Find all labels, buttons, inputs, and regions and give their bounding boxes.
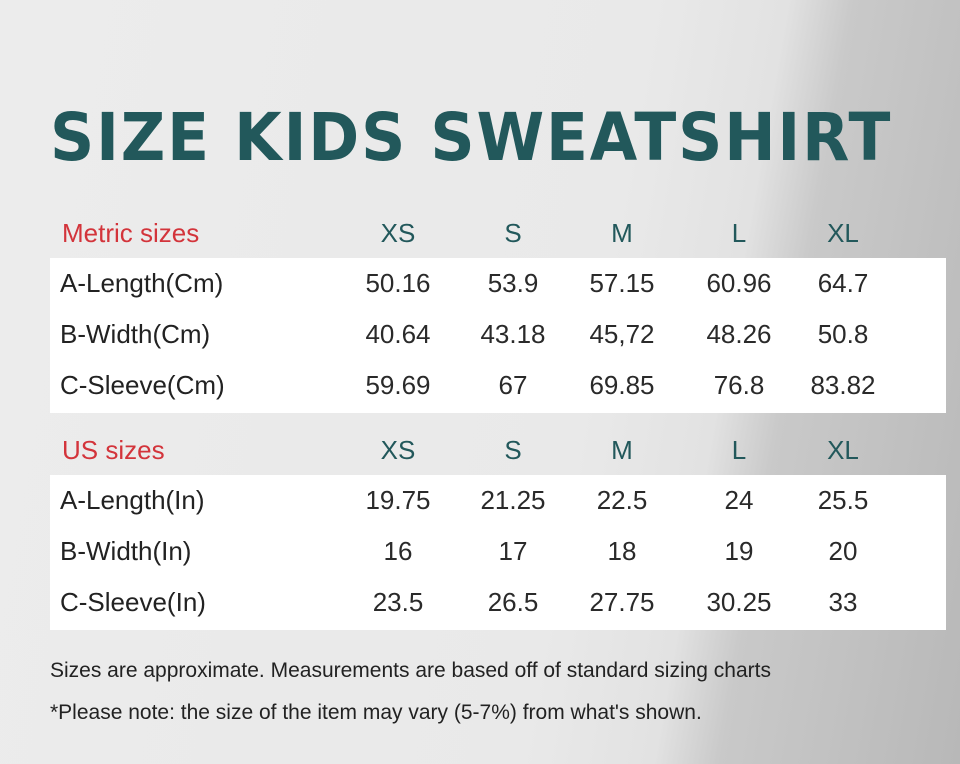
table-cell: 69.85 [589,370,655,400]
table-cell: 50.8 [817,319,869,349]
variance-note: *Please note: the size of the item may v… [50,701,702,724]
table-cell: 24 [724,485,754,515]
table-row: A-Length(In) 19.75 21.25 22.5 24 25.5 [50,477,946,527]
table-cell: 19 [724,536,754,566]
row-label: A-Length(In) [60,485,205,515]
table-cell: 16 [383,536,413,566]
disclaimer-note: Sizes are approximate. Measurements are … [50,659,771,682]
table-cell: 50.16 [365,268,431,298]
row-label: B-Width(Cm) [60,319,211,349]
table-cell: 30.25 [706,587,772,617]
table-row: A-Length(Cm) 50.16 53.9 57.15 60.96 64.7 [50,260,946,310]
table-cell: 67 [498,370,528,400]
us-table: A-Length(In) 19.75 21.25 22.5 24 25.5 B-… [50,475,946,630]
metric-header-row: Metric sizes XS S M L XL [0,212,960,252]
size-header: XL [827,435,859,465]
table-row: B-Width(In) 16 17 18 19 20 [50,528,946,578]
size-header: S [504,218,522,248]
table-cell: 18 [607,536,637,566]
row-label: A-Length(Cm) [60,268,224,298]
table-row: C-Sleeve(Cm) 59.69 67 69.85 76.8 83.82 [50,362,946,412]
table-cell: 45,72 [589,319,655,349]
table-cell: 25.5 [817,485,869,515]
metric-table: A-Length(Cm) 50.16 53.9 57.15 60.96 64.7… [50,258,946,413]
table-cell: 33 [828,587,858,617]
table-cell: 17 [498,536,528,566]
row-label: C-Sleeve(Cm) [60,370,225,400]
table-cell: 57.15 [589,268,655,298]
metric-section-label: Metric sizes [62,218,200,248]
table-cell: 60.96 [706,268,772,298]
size-header: XL [827,218,859,248]
row-label: B-Width(In) [60,536,192,566]
row-label: C-Sleeve(In) [60,587,206,617]
table-cell: 83.82 [810,370,876,400]
table-cell: 48.26 [706,319,772,349]
page-title: SIZE KIDS SWEATSHIRT [50,99,893,176]
table-cell: 53.9 [487,268,539,298]
table-cell: 76.8 [713,370,765,400]
size-header: L [731,435,747,465]
table-cell: 59.69 [365,370,431,400]
table-row: C-Sleeve(In) 23.5 26.5 27.75 30.25 33 [50,579,946,629]
us-header-row: US sizes XS S M L XL [0,429,960,469]
table-cell: 21.25 [480,485,546,515]
us-section-label: US sizes [62,435,165,465]
table-cell: 64.7 [817,268,869,298]
table-cell: 40.64 [365,319,431,349]
table-row: B-Width(Cm) 40.64 43.18 45,72 48.26 50.8 [50,311,946,361]
table-cell: 27.75 [589,587,655,617]
table-cell: 19.75 [365,485,431,515]
table-cell: 20 [828,536,858,566]
size-header: M [611,218,633,248]
size-header: L [731,218,747,248]
size-header: XS [380,218,416,248]
table-cell: 23.5 [372,587,424,617]
table-cell: 22.5 [596,485,648,515]
size-header: S [504,435,522,465]
size-header: M [611,435,633,465]
size-header: XS [380,435,416,465]
table-cell: 26.5 [487,587,539,617]
table-cell: 43.18 [480,319,546,349]
